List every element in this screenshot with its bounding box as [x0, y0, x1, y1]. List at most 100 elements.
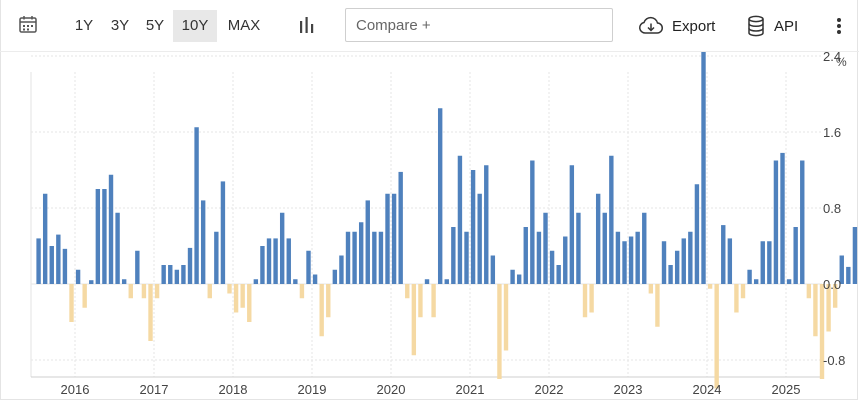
bar[interactable] [727, 238, 733, 284]
bar[interactable] [42, 193, 48, 284]
bar[interactable] [661, 241, 667, 284]
bar[interactable] [721, 225, 726, 284]
bar[interactable] [668, 265, 673, 284]
bar[interactable] [503, 284, 509, 351]
bar[interactable] [497, 284, 502, 379]
bar[interactable] [168, 265, 173, 284]
bar[interactable] [707, 284, 713, 289]
bar[interactable] [220, 181, 226, 284]
bar[interactable] [148, 284, 153, 341]
bar[interactable] [609, 155, 614, 284]
bar[interactable] [648, 284, 654, 294]
bar[interactable] [75, 269, 81, 284]
bar[interactable] [773, 160, 779, 285]
bar[interactable] [681, 238, 686, 284]
bar[interactable] [589, 284, 594, 313]
range-10y-button[interactable]: 10Y [173, 10, 217, 42]
bar[interactable] [358, 222, 364, 284]
bar[interactable] [306, 250, 311, 284]
bar[interactable] [233, 284, 239, 313]
bar[interactable] [352, 231, 357, 284]
bar[interactable] [819, 284, 825, 379]
bar[interactable] [477, 193, 482, 284]
bar[interactable] [484, 165, 489, 284]
bar[interactable] [266, 238, 272, 284]
bar[interactable] [253, 279, 259, 284]
bar[interactable] [181, 265, 186, 284]
bar[interactable] [128, 284, 133, 299]
bar[interactable] [227, 284, 232, 294]
bar[interactable] [510, 269, 515, 284]
bar[interactable] [405, 284, 410, 299]
bar[interactable] [424, 279, 430, 284]
bar[interactable] [299, 284, 305, 299]
bar[interactable] [536, 231, 542, 284]
export-button[interactable]: Export [638, 12, 715, 40]
bar[interactable] [543, 212, 548, 284]
bar[interactable] [293, 279, 298, 284]
bar[interactable] [786, 279, 792, 284]
bar[interactable] [714, 284, 719, 389]
bar[interactable] [628, 236, 634, 285]
bar[interactable] [530, 160, 535, 285]
bar[interactable] [832, 284, 838, 308]
bar[interactable] [780, 152, 785, 284]
bar[interactable] [569, 165, 575, 284]
bar[interactable] [115, 212, 120, 284]
bar[interactable] [200, 200, 206, 284]
bar[interactable] [806, 284, 812, 299]
bar[interactable] [378, 231, 384, 284]
bar[interactable] [391, 193, 397, 284]
bar[interactable] [89, 280, 94, 284]
bar[interactable] [411, 284, 417, 356]
range-5y-button[interactable]: 5Y [145, 17, 165, 34]
bar[interactable] [187, 247, 193, 284]
bar[interactable] [286, 238, 291, 284]
bar[interactable] [102, 189, 107, 284]
bar[interactable] [457, 155, 463, 284]
bar[interactable] [655, 284, 660, 327]
bar[interactable] [635, 231, 640, 284]
bar[interactable] [576, 212, 581, 284]
bar[interactable] [470, 170, 476, 284]
bar[interactable] [141, 284, 147, 299]
bar[interactable] [451, 227, 456, 284]
bar[interactable] [332, 269, 338, 284]
bar[interactable] [365, 200, 370, 284]
bar[interactable] [793, 227, 798, 284]
bar[interactable] [194, 127, 199, 284]
bar[interactable] [490, 255, 496, 285]
bar[interactable] [108, 174, 114, 284]
bar[interactable] [418, 284, 423, 318]
bar[interactable] [312, 274, 318, 285]
bar[interactable] [69, 284, 74, 322]
compare-input[interactable] [345, 8, 613, 42]
bar[interactable] [563, 236, 568, 285]
bar[interactable] [437, 108, 443, 284]
bar[interactable] [398, 171, 403, 284]
bar[interactable] [36, 238, 41, 284]
bar[interactable] [82, 284, 87, 308]
bar[interactable] [595, 193, 601, 284]
bar[interactable] [734, 284, 739, 313]
bar[interactable] [174, 269, 180, 284]
bar[interactable] [615, 231, 621, 284]
bar[interactable] [642, 212, 647, 284]
bar[interactable] [385, 193, 390, 284]
bar[interactable] [273, 238, 278, 284]
bar[interactable] [431, 284, 436, 318]
bar[interactable] [279, 212, 285, 284]
bar[interactable] [516, 274, 522, 285]
bar[interactable] [760, 241, 765, 284]
bar[interactable] [688, 231, 693, 284]
bar[interactable] [826, 284, 831, 332]
bar[interactable] [464, 231, 469, 284]
bar[interactable] [326, 284, 331, 318]
bar[interactable] [319, 284, 324, 337]
bar[interactable] [549, 250, 555, 284]
bar[interactable] [260, 246, 265, 284]
bar[interactable] [247, 284, 252, 322]
bar[interactable] [240, 284, 245, 308]
bar[interactable] [839, 255, 844, 285]
bar[interactable] [694, 184, 700, 284]
